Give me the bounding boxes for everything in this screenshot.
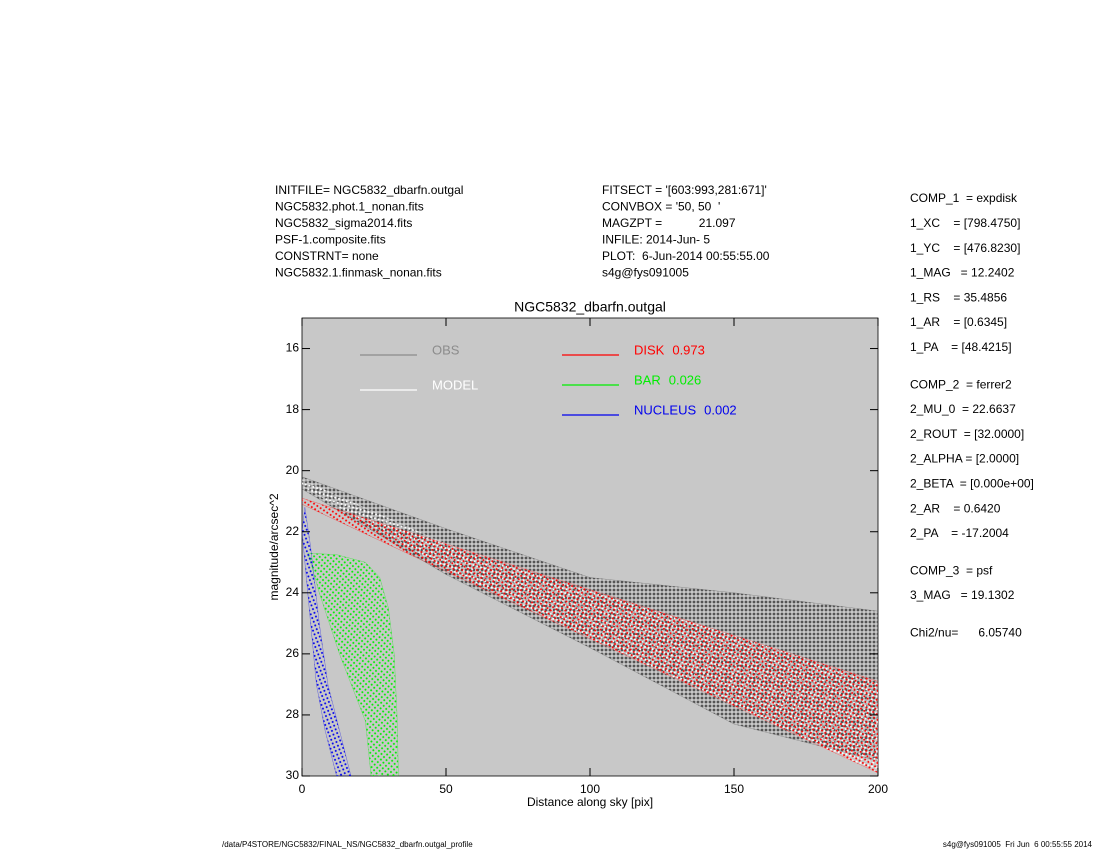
header-left-line: NGC5832.1.finmask_nonan.fits (275, 266, 442, 280)
parameter: 1_YC = [476.8230] (910, 241, 1020, 255)
x-tick-label: 200 (868, 782, 888, 796)
y-tick-label: 24 (286, 585, 300, 599)
parameter: 2_AR = 0.6420 (910, 501, 1001, 515)
y-tick-label: 16 (286, 341, 300, 355)
y-tick-label: 28 (286, 707, 300, 721)
series-nucleus-points (302, 507, 352, 776)
plot-marks (302, 476, 878, 776)
series-bar-points (307, 552, 399, 776)
x-tick-label: 100 (580, 782, 600, 796)
parameter: 1_AR = [0.6345] (910, 315, 1007, 329)
y-tick-label: 22 (286, 524, 300, 538)
parameter: 1_RS = 35.4856 (910, 290, 1007, 304)
legend-entry: MODEL (432, 377, 478, 392)
x-axis-label: Distance along sky [pix] (527, 795, 653, 809)
legend-entry: NUCLEUS (634, 402, 696, 417)
header-left-line: NGC5832.phot.1_nonan.fits (275, 200, 424, 214)
header-middle-line: CONVBOX = '50, 50 ' (602, 200, 720, 214)
series-disk-points (302, 497, 878, 774)
y-tick-label: 30 (286, 768, 300, 782)
parameter: 1_MAG = 12.2402 (910, 266, 1015, 280)
parameter: 1_XC = [798.4750] (910, 216, 1020, 230)
chart-title: NGC5832_dbarfn.outgal (514, 299, 666, 315)
footer-left: /data/P4STORE/NGC5832/FINAL_NS/NGC5832_d… (222, 840, 473, 849)
header-middle-line: PLOT: 6-Jun-2014 00:55:55.00 (602, 249, 770, 263)
legend-fraction: 0.002 (704, 402, 737, 417)
y-tick-label: 26 (286, 646, 300, 660)
legend-entry: DISK (634, 342, 665, 357)
parameter: 2_MU_0 = 22.6637 (910, 402, 1016, 416)
y-tick-label: 20 (286, 463, 300, 477)
header-left-line: PSF-1.composite.fits (275, 233, 386, 247)
parameter: 1_PA = [48.4215] (910, 340, 1012, 354)
x-tick-label: 50 (439, 782, 453, 796)
legend-fraction: 0.973 (672, 342, 705, 357)
footer-right: s4g@fys091005 Fri Jun 6 00:55:55 2014 (943, 840, 1093, 849)
parameter: Chi2/nu= 6.05740 (910, 625, 1022, 639)
parameter: 2_ROUT = [32.0000] (910, 427, 1024, 441)
y-axis-label: magnitude/arcsec^2 (267, 493, 281, 600)
header-left-line: CONSTRNT= none (275, 249, 379, 263)
parameter: COMP_2 = ferrer2 (910, 377, 1012, 391)
x-tick-label: 150 (724, 782, 744, 796)
legend-entry: OBS (432, 342, 460, 357)
parameter: 2_BETA = [0.000e+00] (910, 476, 1034, 490)
y-tick-label: 18 (286, 402, 300, 416)
parameter: COMP_3 = psf (910, 563, 993, 577)
header-left-line: INITFILE= NGC5832_dbarfn.outgal (275, 183, 463, 197)
parameter: 2_ALPHA = [2.0000] (910, 452, 1019, 466)
header-middle-line: MAGZPT = 21.097 (602, 216, 736, 230)
header-middle-line: FITSECT = '[603:993,281:671]' (602, 183, 767, 197)
parameter: 2_PA = -17.2004 (910, 526, 1009, 540)
header-left-line: NGC5832_sigma2014.fits (275, 216, 412, 230)
legend-entry: BAR (634, 372, 661, 387)
header-middle-line: s4g@fys091005 (602, 266, 689, 280)
x-tick-label: 0 (299, 782, 306, 796)
parameter: 3_MAG = 19.1302 (910, 588, 1015, 602)
parameter: COMP_1 = expdisk (910, 191, 1018, 205)
legend-fraction: 0.026 (669, 372, 702, 387)
header-middle-line: INFILE: 2014-Jun- 5 (602, 233, 710, 247)
